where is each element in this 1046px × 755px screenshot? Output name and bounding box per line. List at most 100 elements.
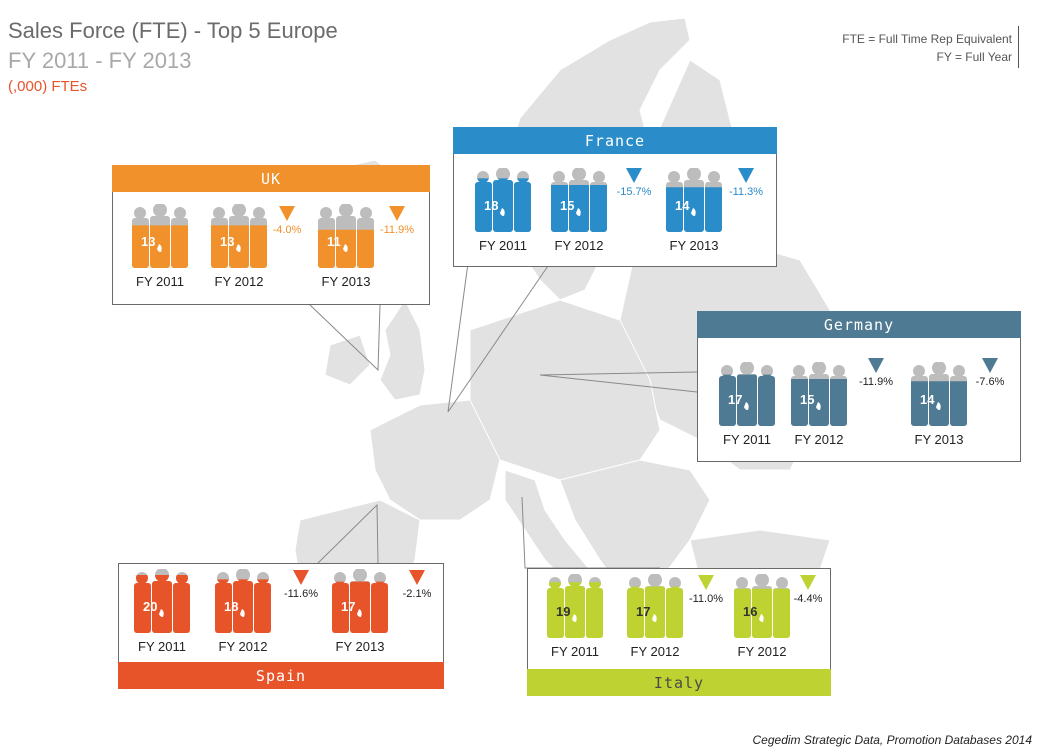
down-triangle-icon: [279, 206, 295, 221]
uk-fy2013: 11 FY 2013: [315, 204, 377, 289]
people-icon: [129, 204, 191, 268]
chart-title: Sales Force (FTE) - Top 5 Europe: [8, 18, 338, 43]
uk-fy2012-value: 13: [220, 234, 235, 249]
spain-panel: 20 FY 2011 18 FY 2012 -11.6% 17 FY 2013 …: [118, 563, 444, 689]
people-icon: [663, 168, 725, 232]
germany-change-2: -7.6%: [962, 358, 1018, 388]
italy-fy2013-value: 16: [743, 604, 758, 619]
france-panel: France 18 FY 2011 15 FY 2012 -15.7% 14 F…: [453, 127, 777, 267]
people-group-icon: [132, 204, 188, 268]
legend-divider: [1018, 26, 1019, 68]
germany-change-2-pct: -7.6%: [975, 376, 1005, 388]
people-group-icon: [551, 168, 607, 232]
spain-fy2013-value: 17: [341, 599, 356, 614]
people-group-icon: [134, 569, 190, 633]
people-icon: [472, 168, 534, 232]
people-fill-level: [666, 187, 722, 232]
people-fill-level: [911, 381, 967, 426]
italy-fy2012-value: 17: [636, 604, 651, 619]
italy-change-2: -4.4%: [780, 575, 836, 605]
france-change-1-pct: -15.7%: [616, 186, 652, 198]
people-fill-level: [734, 588, 790, 638]
germany-fy2013-label: FY 2013: [914, 432, 964, 447]
people-group-icon: [791, 362, 847, 426]
uk-change-1-pct: -4.0%: [272, 224, 302, 236]
france-band: France: [453, 127, 777, 154]
spain-fy2013-label: FY 2013: [335, 639, 385, 654]
france-change-2: -11.3%: [718, 168, 774, 198]
people-icon: [329, 569, 391, 633]
italy-fy2013: 16 FY 2012: [731, 574, 793, 659]
people-fill-level: [332, 581, 388, 633]
uk-panel: UK 13 FY 2011 13 FY 2012 -4.0% 11 FY 201…: [112, 165, 430, 305]
spain-fy2011-label: FY 2011: [138, 639, 186, 654]
people-group-icon: [666, 168, 722, 232]
unit-label: (,000) FTEs: [8, 78, 88, 95]
spain-change-2-pct: -2.1%: [402, 588, 432, 600]
legend-fte: FTE = Full Time Rep Equivalent: [842, 32, 1012, 46]
source-note: Cegedim Strategic Data, Promotion Databa…: [752, 733, 1033, 747]
people-group-icon: [547, 574, 603, 638]
people-icon: [624, 574, 686, 638]
people-fill-level: [791, 379, 847, 426]
spain-fy2013: 17 FY 2013: [329, 569, 391, 654]
uk-change-2-pct: -11.9%: [379, 224, 415, 236]
italy-fy2012-label: FY 2012: [630, 644, 680, 659]
down-triangle-icon: [626, 168, 642, 183]
people-group-icon: [318, 204, 374, 268]
people-icon: [208, 204, 270, 268]
uk-fy2012-label: FY 2012: [214, 274, 264, 289]
uk-fy2013-value: 11: [327, 234, 341, 249]
france-fy2011-label: FY 2011: [479, 238, 527, 253]
germany-fy2012-value: 15: [800, 392, 815, 407]
france-fy2012-value: 15: [560, 198, 575, 213]
uk-fy2011-value: 13: [141, 234, 156, 249]
germany-change-1-pct: -11.9%: [858, 376, 894, 388]
italy-fy2011: 19 FY 2011: [544, 574, 606, 659]
chart-subtitle: FY 2011 - FY 2013: [8, 48, 192, 73]
germany-band: Germany: [697, 311, 1021, 338]
uk-change-2: -11.9%: [369, 206, 425, 236]
people-icon: [731, 574, 793, 638]
italy-fy2011-label: FY 2011: [551, 644, 599, 659]
france-fy2013-value: 14: [675, 198, 690, 213]
people-fill-level: [551, 185, 607, 232]
people-fill-level: [475, 178, 531, 232]
spain-fy2012-label: FY 2012: [218, 639, 268, 654]
people-group-icon: [911, 362, 967, 426]
people-icon: [212, 569, 274, 633]
people-group-icon: [734, 574, 790, 638]
germany-fy2012: 15 FY 2012: [788, 362, 850, 447]
people-icon: [315, 204, 377, 268]
people-group-icon: [627, 574, 683, 638]
uk-fy2011: 13 FY 2011: [129, 204, 191, 289]
france-fy2012: 15 FY 2012: [548, 168, 610, 253]
people-fill-level: [547, 582, 603, 638]
down-triangle-icon: [738, 168, 754, 183]
people-fill-level: [627, 586, 683, 638]
people-fill-level: [719, 374, 775, 426]
italy-band: Italy: [527, 669, 831, 696]
people-fill-level: [318, 229, 374, 268]
spain-fy2011-value: 20: [143, 599, 158, 614]
italy-fy2013-label: FY 2012: [737, 644, 787, 659]
uk-fy2011-label: FY 2011: [136, 274, 184, 289]
germany-fy2013-value: 14: [920, 392, 935, 407]
down-triangle-icon: [409, 570, 425, 585]
abbreviation-legend: FTE = Full Time Rep Equivalent FY = Full…: [842, 30, 1012, 66]
people-icon: [908, 362, 970, 426]
germany-change-1: -11.9%: [848, 358, 904, 388]
italy-change-1: -11.0%: [678, 575, 734, 605]
france-fy2013-label: FY 2013: [669, 238, 719, 253]
uk-band: UK: [112, 165, 430, 192]
spain-change-1-pct: -11.6%: [283, 588, 319, 600]
spain-change-2: -2.1%: [389, 570, 445, 600]
italy-fy2012: 17 FY 2012: [624, 574, 686, 659]
france-change-2-pct: -11.3%: [728, 186, 764, 198]
down-triangle-icon: [982, 358, 998, 373]
spain-fy2011: 20 FY 2011: [131, 569, 193, 654]
people-fill-level: [134, 575, 190, 633]
spain-fy2012: 18 FY 2012: [212, 569, 274, 654]
people-icon: [716, 362, 778, 426]
spain-fy2012-value: 18: [224, 599, 239, 614]
